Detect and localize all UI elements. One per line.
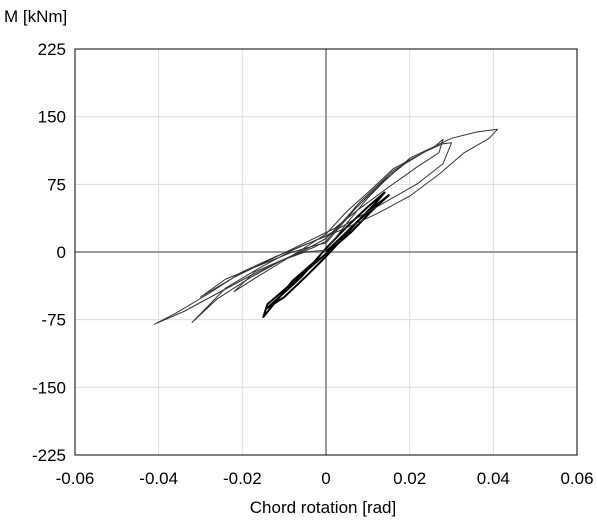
x-tick-labels: -0.06 -0.04 -0.02 0 0.02 0.04 0.06: [56, 469, 594, 488]
y-tick-label: -75: [41, 311, 66, 330]
y-tick-label: 0: [57, 243, 66, 262]
y-tick-labels: -225 -150 -75 0 75 150 225: [32, 40, 66, 465]
x-tick-label: 0.06: [560, 469, 593, 488]
x-tick-label: 0: [321, 469, 330, 488]
x-axis-title: Chord rotation [rad]: [250, 498, 396, 517]
x-tick-label: -0.06: [56, 469, 95, 488]
plot-frame: [74, 48, 578, 456]
x-tick-label: -0.02: [223, 469, 262, 488]
y-tick-label: -150: [32, 378, 66, 397]
y-axis-title: M [kNm]: [4, 7, 67, 26]
series-group: [154, 128, 498, 325]
y-tick-label: 75: [47, 175, 66, 194]
y-tick-label: 150: [38, 108, 66, 127]
x-tick-label: 0.04: [477, 469, 510, 488]
y-tick-label: 225: [38, 40, 66, 59]
series-line-3: [200, 138, 444, 298]
series-line-1: [262, 191, 390, 318]
y-tick-label: -225: [32, 446, 66, 465]
x-tick-label: -0.04: [139, 469, 178, 488]
series-line-4: [191, 142, 452, 323]
x-tick-label: 0.02: [393, 469, 426, 488]
series-line-5: [154, 128, 498, 325]
